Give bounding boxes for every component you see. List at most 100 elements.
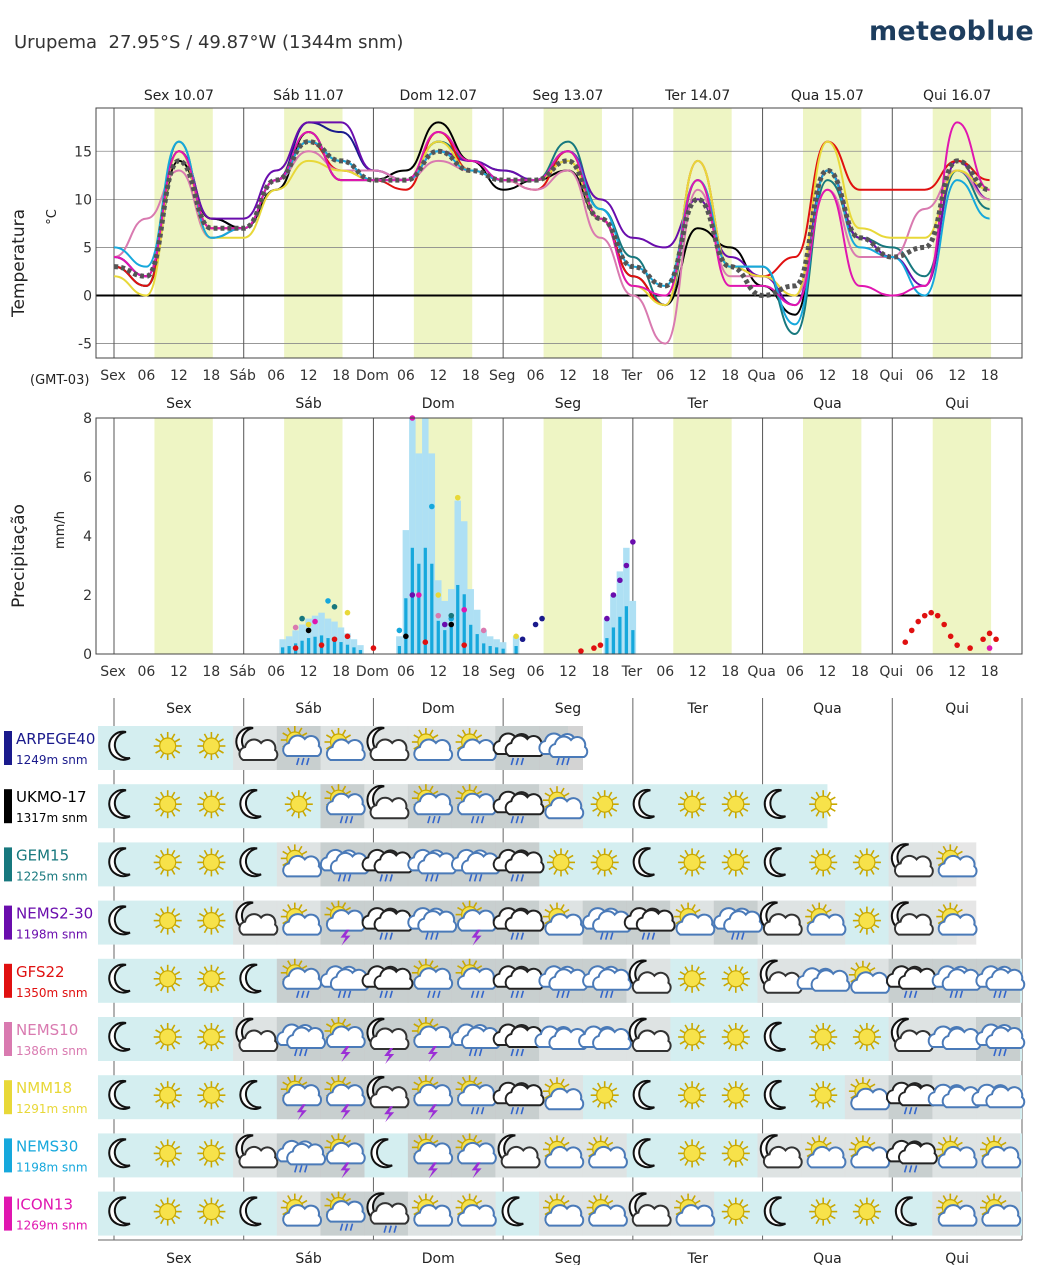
rain-drop-icon: [998, 1048, 1002, 1057]
rain-drop-icon: [344, 815, 349, 824]
sun-ray: [728, 1024, 733, 1031]
cloud-icon: [578, 1025, 632, 1050]
sun-ray: [549, 1136, 554, 1143]
sun-ray: [742, 982, 749, 987]
sun-icon: [197, 732, 226, 760]
sun-ray: [870, 1024, 875, 1031]
precipitation-bar-inner: [358, 650, 363, 654]
cloud-icon: [325, 792, 366, 816]
cloud-icon: [675, 913, 716, 936]
sun-icon: [809, 790, 838, 819]
moon-cloud-icon: [235, 1017, 279, 1052]
lightning-icon: [340, 1104, 351, 1121]
cloud-icon: [544, 796, 585, 820]
sun-ray: [611, 1087, 618, 1092]
rain-drop-icon: [510, 932, 515, 940]
sun-ray: [684, 985, 689, 992]
sun-ray: [675, 1199, 682, 1205]
sun-ray: [810, 1087, 817, 1092]
sun-ray: [282, 908, 289, 914]
cloud-rain-icon: [319, 848, 370, 882]
hour-tick-label: 18: [592, 664, 610, 680]
sun-ray: [567, 865, 574, 871]
day-name-label: Qua: [813, 701, 841, 717]
cloud-icon: [796, 967, 851, 992]
brand-logo[interactable]: meteoblue: [868, 16, 1034, 47]
sun-ray: [695, 810, 700, 817]
model-name: NEMS2-30: [16, 905, 93, 923]
rain-drop-icon: [425, 932, 429, 940]
sun-ray: [560, 787, 565, 794]
rain-drop-icon: [425, 874, 429, 882]
cloud-rain-icon: [407, 907, 458, 940]
sun-ray: [815, 1218, 820, 1225]
lightning-icon: [384, 1048, 395, 1064]
precipitation-point-NEMS2-30: [441, 621, 448, 628]
moon-icon: [632, 1138, 655, 1169]
sun-icon: [721, 1139, 750, 1168]
rain-drop-icon: [478, 874, 483, 882]
sun-ray: [282, 732, 289, 737]
sun-ray: [171, 1140, 176, 1147]
moon-icon: [239, 963, 262, 994]
moon-cloud-icon: [497, 1134, 541, 1169]
sun-ray: [742, 854, 749, 860]
model-elevation: 1317m snm: [16, 811, 88, 825]
sun-ray: [214, 1218, 220, 1225]
sun-ray: [986, 1195, 991, 1202]
rain-drop-icon: [299, 1165, 303, 1173]
sun-ray: [282, 965, 289, 970]
sun-icon: [197, 790, 226, 819]
sun-ray: [870, 1043, 875, 1050]
sun-icon: [153, 1081, 182, 1110]
sun-ray: [160, 985, 165, 992]
sun-icon: [852, 848, 881, 877]
precipitation-point-NEMS2-30: [623, 562, 630, 569]
day-name-label: Sex: [166, 701, 192, 717]
sun-ray: [160, 927, 165, 934]
day-tick-label: Sáb: [230, 368, 256, 384]
rain-drop-icon: [294, 1048, 298, 1057]
sun-disc: [727, 1144, 745, 1163]
sun-icon: [197, 1023, 226, 1051]
precipitation-point-UKMO-17: [403, 633, 409, 640]
moon-cloud-icon: [366, 726, 410, 761]
day-tick-label: Ter: [621, 368, 643, 384]
sun-ray: [811, 904, 816, 911]
cloud-rain-icon: [538, 732, 589, 766]
lightning-icon: [340, 1046, 351, 1062]
cloud-rain-icon: [582, 907, 632, 940]
cloud-rain-icon: [975, 1023, 1026, 1057]
sun-ray: [597, 810, 602, 817]
sun-ray: [870, 1199, 875, 1206]
sun-ray: [301, 908, 308, 914]
day-tick-label: Qui: [879, 664, 903, 680]
sun-ray: [560, 904, 565, 911]
sun-rain-icon: [411, 958, 454, 999]
sun-rain-icon: [324, 1191, 366, 1231]
sun-ray: [341, 1193, 347, 1200]
sun-ray: [739, 1218, 744, 1225]
sun-ray: [597, 849, 602, 856]
sun-ray: [171, 1199, 176, 1206]
rain-drop-icon: [304, 1165, 308, 1173]
sun-ray: [986, 1136, 991, 1143]
rain-drop-icon: [903, 990, 908, 999]
sun-ray: [553, 868, 558, 875]
cloud-icon: [417, 910, 458, 933]
sun-disc: [683, 970, 701, 988]
sun-icon: [197, 1197, 226, 1226]
sun-disc: [683, 853, 701, 872]
sun-disc: [727, 853, 745, 872]
sun-ray: [855, 962, 860, 969]
precipitation-bar: [616, 571, 624, 654]
moon-icon: [763, 788, 786, 819]
precipitation-point-NEMS2-30: [617, 577, 623, 584]
moon-icon: [763, 1196, 786, 1227]
sun-ray: [214, 849, 220, 856]
rain-drop-icon: [515, 932, 520, 940]
sun-ray: [432, 734, 439, 739]
precipitation-tick-label: 0: [83, 647, 92, 663]
moon-cloud-icon: [628, 959, 672, 994]
